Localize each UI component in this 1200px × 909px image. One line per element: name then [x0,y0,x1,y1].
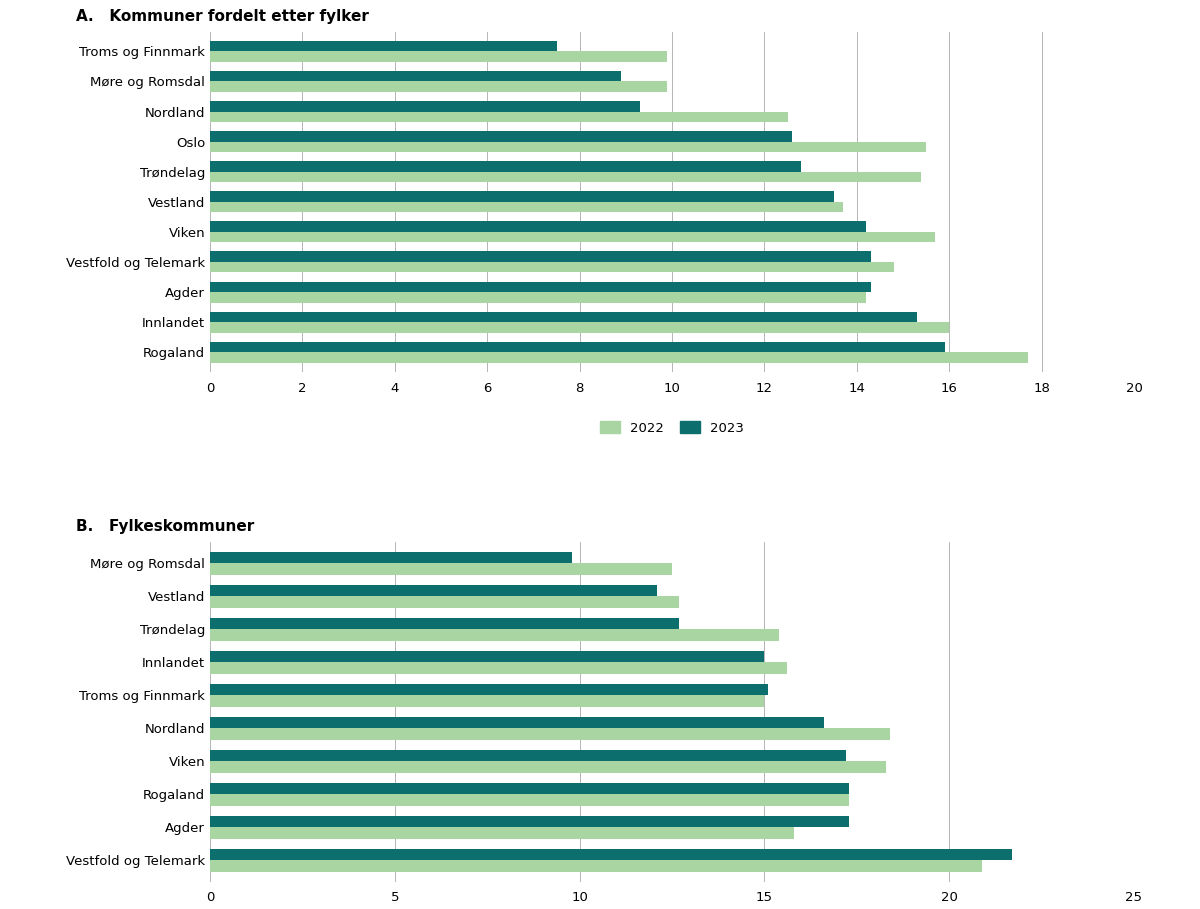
Bar [210,794,850,805]
Bar [210,564,672,574]
Bar [210,815,850,827]
Bar [210,292,866,303]
Bar [210,312,917,322]
Bar [210,222,866,232]
Bar [210,750,846,761]
Bar [210,82,667,92]
Bar [210,71,622,82]
Bar [210,761,887,773]
Bar [210,161,802,172]
Bar [210,716,823,728]
Bar [210,849,1012,860]
Bar [210,860,983,872]
Bar [210,827,794,839]
Bar [210,728,890,740]
Bar [210,282,871,292]
Bar [210,552,572,564]
Bar [210,322,949,333]
Bar [210,342,944,352]
Legend: 2022, 2023: 2022, 2023 [594,416,750,440]
Bar [210,352,1027,363]
Text: A.   Kommuner fordelt etter fylker: A. Kommuner fordelt etter fylker [76,9,368,24]
Bar [210,172,922,182]
Bar [210,112,787,122]
Bar [210,684,768,695]
Bar [210,52,667,62]
Bar [210,783,850,794]
Bar [210,142,926,152]
Text: B.   Fylkeskommuner: B. Fylkeskommuner [76,519,254,534]
Bar [210,618,679,629]
Bar [210,101,640,112]
Bar [210,232,935,243]
Bar [210,629,779,641]
Bar [210,651,764,663]
Bar [210,252,871,262]
Bar [210,191,834,202]
Bar [210,262,894,273]
Bar [210,584,658,596]
Bar [210,695,764,707]
Bar [210,41,557,52]
Bar [210,663,786,674]
Bar [210,202,842,213]
Bar [210,596,679,608]
Bar [210,131,792,142]
